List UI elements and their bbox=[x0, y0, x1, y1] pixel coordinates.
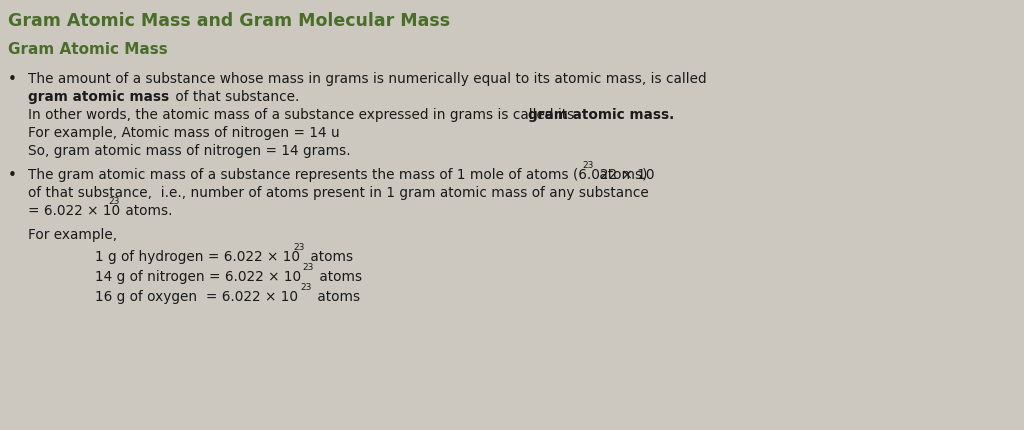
Text: 23: 23 bbox=[108, 197, 120, 206]
Text: Gram Atomic Mass and Gram Molecular Mass: Gram Atomic Mass and Gram Molecular Mass bbox=[8, 12, 451, 30]
Text: 23: 23 bbox=[302, 263, 313, 272]
Text: of that substance.: of that substance. bbox=[171, 90, 299, 104]
Text: 1 g of hydrogen = 6.022 × 10: 1 g of hydrogen = 6.022 × 10 bbox=[95, 250, 300, 264]
Text: 16 g of oxygen  = 6.022 × 10: 16 g of oxygen = 6.022 × 10 bbox=[95, 290, 298, 304]
Text: 14 g of nitrogen = 6.022 × 10: 14 g of nitrogen = 6.022 × 10 bbox=[95, 270, 301, 284]
Text: atoms: atoms bbox=[306, 250, 353, 264]
Text: atoms: atoms bbox=[315, 270, 362, 284]
Text: 23: 23 bbox=[300, 283, 311, 292]
Text: gram atomic mass: gram atomic mass bbox=[28, 90, 169, 104]
Text: •: • bbox=[8, 168, 16, 183]
Text: For example,: For example, bbox=[28, 228, 117, 242]
Text: of that substance,  i.e., number of atoms present in 1 gram atomic mass of any s: of that substance, i.e., number of atoms… bbox=[28, 186, 649, 200]
Text: 23: 23 bbox=[293, 243, 304, 252]
Text: gram atomic mass.: gram atomic mass. bbox=[528, 108, 674, 122]
Text: atoms): atoms) bbox=[595, 168, 647, 182]
Text: 23: 23 bbox=[582, 161, 593, 170]
Text: Gram Atomic Mass: Gram Atomic Mass bbox=[8, 42, 168, 57]
Text: atoms.: atoms. bbox=[121, 204, 172, 218]
Text: •: • bbox=[8, 72, 16, 87]
Text: In other words, the atomic mass of a substance expressed in grams is called its: In other words, the atomic mass of a sub… bbox=[28, 108, 579, 122]
Text: So, gram atomic mass of nitrogen = 14 grams.: So, gram atomic mass of nitrogen = 14 gr… bbox=[28, 144, 350, 158]
Text: For example, Atomic mass of nitrogen = 14 u: For example, Atomic mass of nitrogen = 1… bbox=[28, 126, 340, 140]
Text: = 6.022 × 10: = 6.022 × 10 bbox=[28, 204, 120, 218]
Text: The gram atomic mass of a substance represents the mass of 1 mole of atoms (6.02: The gram atomic mass of a substance repr… bbox=[28, 168, 654, 182]
Text: atoms: atoms bbox=[313, 290, 360, 304]
Text: The amount of a substance whose mass in grams is numerically equal to its atomic: The amount of a substance whose mass in … bbox=[28, 72, 707, 86]
